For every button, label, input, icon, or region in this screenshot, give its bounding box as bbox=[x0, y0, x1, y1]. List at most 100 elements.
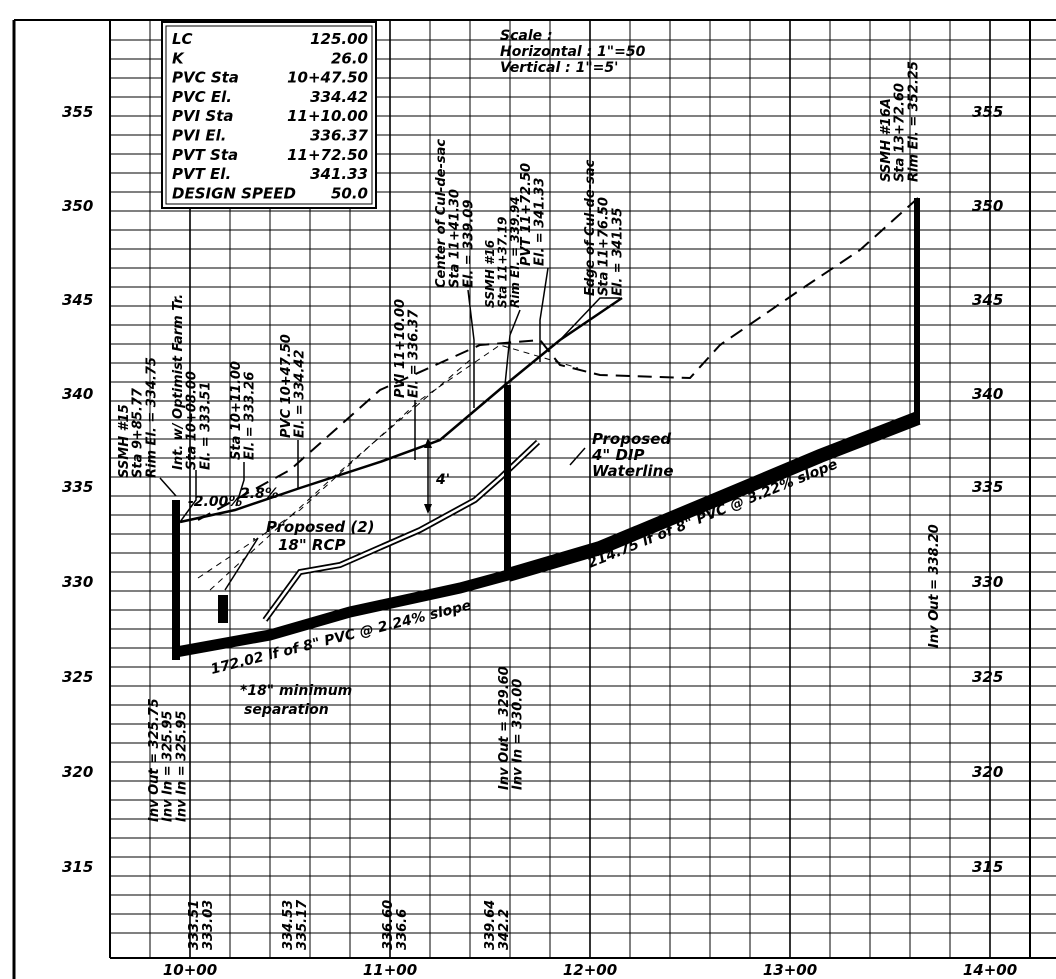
ssmh16a-callout: Rim El. = 352.25 bbox=[906, 61, 921, 182]
bottom-elevation-a: 339.64 bbox=[483, 900, 498, 950]
elevation-axis-right: 355 350 345 340 335 330 325 320 315 bbox=[972, 103, 1003, 876]
separation-line2: separation bbox=[244, 702, 329, 718]
four-foot-dimension: 4' bbox=[424, 438, 450, 514]
bottom-elevation-readouts: 333.51 333.03 334.53 335.17 336.60 336.6 339.6… bbox=[187, 899, 512, 950]
elevation-axis-left: 355 350 345 340 335 330 325 320 315 bbox=[62, 103, 93, 876]
elevation-tick-left: 355 bbox=[62, 103, 93, 121]
pvi-callout: El. = 336.37 bbox=[407, 309, 422, 398]
bottom-elevation-b: 336.6 bbox=[395, 909, 410, 950]
ssmh16a-callout: SSMH #16A bbox=[879, 98, 894, 182]
manhole-ssmh16a bbox=[914, 198, 920, 423]
inv-ssmh16a-callout: Inv Out = 338.20 bbox=[927, 524, 942, 648]
inv-ssmh15-callout: Inv In = 325.95 bbox=[161, 711, 176, 822]
pvt-callout: El. = 341.33 bbox=[533, 178, 548, 266]
pvc-callout: PVC 10+47.50 bbox=[279, 334, 294, 438]
waterline-label-line1: Proposed bbox=[592, 430, 671, 448]
edge-cul-de-sac-callout: El. = 341.35 bbox=[610, 208, 625, 296]
ssmh15-callout: Sta 9+85.77 bbox=[131, 387, 146, 478]
proposed-road-profile bbox=[179, 296, 623, 524]
edge-cul-de-sac-callout: Edge of Cul-de-sac bbox=[583, 159, 598, 296]
design-row-label: PVC Sta bbox=[172, 69, 239, 87]
rcp-label-line2: 18" RCP bbox=[278, 536, 345, 554]
design-row-value: 10+47.50 bbox=[287, 69, 368, 87]
elevation-tick-left: 320 bbox=[62, 763, 93, 781]
grade-label-2: 2.8% bbox=[240, 486, 279, 502]
bottom-elevation-b: 333.03 bbox=[201, 900, 216, 950]
design-row-value: 50.0 bbox=[331, 184, 368, 202]
int-optimist-callout: Int. w/ Optimist Farm Tr. bbox=[171, 294, 186, 470]
bottom-elevation-b: 335.17 bbox=[295, 899, 310, 950]
center-cul-de-sac-callout: El. = 339.09 bbox=[461, 200, 476, 288]
grade-label-1: -2.00% bbox=[188, 494, 242, 510]
design-row-label: PVT Sta bbox=[172, 146, 238, 164]
design-row-value: 336.37 bbox=[310, 127, 368, 145]
design-row-value: 26.0 bbox=[331, 49, 368, 67]
pvc-callout: El. = 334.42 bbox=[293, 350, 308, 438]
ssmh15-callout: SSMH #15 bbox=[117, 404, 132, 478]
ssmh16-callout: Rim El. = 339.94 bbox=[508, 196, 522, 308]
station-tick: 11+00 bbox=[363, 961, 417, 979]
design-row-label: PVI El. bbox=[172, 127, 227, 145]
elevation-tick-left: 330 bbox=[62, 573, 93, 591]
elevation-tick-left: 315 bbox=[62, 858, 93, 876]
sta-10-11-callout: El. = 333.26 bbox=[243, 372, 258, 460]
design-table: LC 125.00 K 26.0 PVC Sta 10+47.50 PVC El. 334.4… bbox=[161, 21, 377, 209]
pvt-callout: PVT 11+72.50 bbox=[519, 163, 534, 266]
sta-10-11-callout: Sta 10+11.00 bbox=[229, 361, 244, 460]
grade-guide-dashed bbox=[197, 344, 579, 579]
inv-ssmh15-callout: Inv Out = 325.75 bbox=[147, 698, 162, 822]
separation-line1: *18" minimum bbox=[240, 683, 352, 699]
inv-ssmh16-callout: Inv Out = 329.60 bbox=[497, 666, 512, 790]
elevation-tick-left: 340 bbox=[62, 385, 93, 403]
bottom-elevation-b: 342.2 bbox=[497, 909, 512, 950]
center-cul-de-sac-callout: Sta 11+41.30 bbox=[448, 189, 463, 288]
station-tick: 14+00 bbox=[963, 961, 1017, 979]
scale-vertical: Vertical : 1"=5' bbox=[500, 60, 618, 76]
design-row-value: 341.33 bbox=[310, 165, 368, 183]
station-axis: 10+00 11+00 12+00 13+00 14+00 bbox=[163, 961, 1017, 979]
four-foot-label: 4' bbox=[435, 472, 450, 488]
inv-ssmh15-callout: Inv In = 325.95 bbox=[174, 711, 189, 822]
int-optimist-callout: El. = 333.51 bbox=[198, 382, 213, 470]
elevation-tick-right: 325 bbox=[972, 668, 1003, 686]
design-row-label: PVT El. bbox=[172, 165, 231, 183]
station-tick: 10+00 bbox=[163, 961, 217, 979]
design-row-label: K bbox=[172, 49, 185, 67]
design-row-value: 125.00 bbox=[310, 30, 368, 48]
design-row-label: PVC El. bbox=[172, 88, 232, 106]
ssmh16-callout: SSMH #16 bbox=[483, 240, 497, 308]
elevation-tick-left: 350 bbox=[62, 197, 93, 215]
edge-cul-de-sac-callout: Sta 11+76.50 bbox=[597, 197, 612, 296]
elevation-tick-right: 315 bbox=[972, 858, 1003, 876]
elevation-tick-left: 345 bbox=[62, 291, 93, 309]
existing-ground-line bbox=[197, 197, 919, 521]
int-optimist-callout: Sta 10+08.00 bbox=[185, 371, 200, 470]
elevation-tick-right: 350 bbox=[972, 197, 1003, 215]
bottom-elevation-a: 333.51 bbox=[187, 900, 202, 950]
design-row-label: DESIGN SPEED bbox=[172, 184, 296, 202]
rcp-pipes bbox=[218, 537, 259, 623]
ssmh15-callout: Rim El. = 334.75 bbox=[144, 357, 159, 478]
rcp-label-line1: Proposed (2) bbox=[266, 518, 375, 536]
manhole-ssmh16 bbox=[504, 385, 511, 580]
sewer-pipe-2 bbox=[506, 411, 921, 582]
inv-ssmh16-callout: Inv In = 330.00 bbox=[511, 679, 526, 790]
scale-horizontal: Horizontal : 1"=50 bbox=[500, 44, 646, 60]
waterline-label-line3: Waterline bbox=[592, 462, 674, 480]
design-row-label: LC bbox=[172, 30, 193, 48]
elevation-tick-right: 330 bbox=[972, 573, 1003, 591]
waterline-label-line2: 4" DIP bbox=[591, 446, 645, 464]
elevation-tick-right: 345 bbox=[972, 291, 1003, 309]
station-tick: 13+00 bbox=[763, 961, 817, 979]
manhole-ssmh15 bbox=[172, 500, 180, 660]
leader-lines bbox=[159, 267, 620, 540]
design-row-label: PVI Sta bbox=[172, 107, 234, 125]
scale-note: Scale : Horizontal : 1"=50 Vertical : 1"… bbox=[500, 28, 646, 76]
center-cul-de-sac-callout: Center of Cul-de-sac bbox=[434, 139, 449, 288]
elevation-tick-right: 335 bbox=[972, 478, 1003, 496]
scale-title: Scale : bbox=[500, 28, 553, 44]
sheet-border bbox=[12, 19, 1056, 979]
design-row-value: 334.42 bbox=[310, 88, 368, 106]
